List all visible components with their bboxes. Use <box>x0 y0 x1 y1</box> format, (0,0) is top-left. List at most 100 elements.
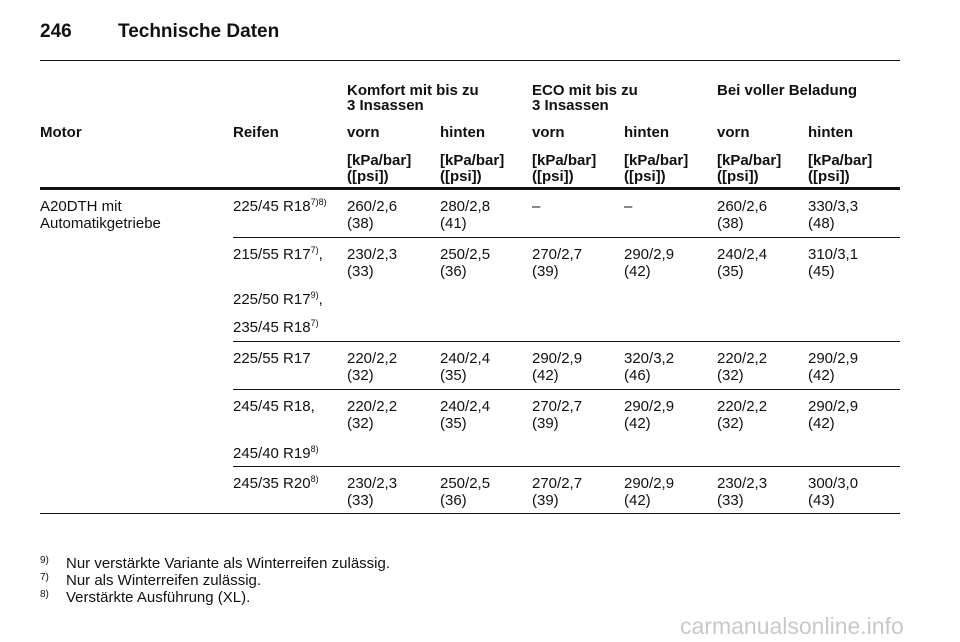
footnote-text: Nur verstärkte Variante als Winterreifen… <box>66 555 391 572</box>
pressure: (43) <box>808 492 835 509</box>
pressure: 290/2,9 <box>624 398 675 415</box>
pressure: 310/3,1 <box>808 246 859 263</box>
unit-header: ([psi]) <box>440 168 482 185</box>
pressure: (48) <box>808 215 835 232</box>
pressure: 220/2,2 <box>717 350 768 367</box>
rule <box>233 341 900 342</box>
tire-text: 225/50 R17 <box>233 291 311 308</box>
pressure: 220/2,2 <box>347 398 398 415</box>
tire-text: 245/35 R20 <box>233 475 311 492</box>
pressure: (42) <box>624 263 651 280</box>
pressure: 220/2,2 <box>347 350 398 367</box>
pressure: 230/2,3 <box>347 246 398 263</box>
pressure: (35) <box>440 367 467 384</box>
tire-suffix: , <box>318 246 323 263</box>
pressure: 270/2,7 <box>532 475 583 492</box>
tire-text: 215/55 R17 <box>233 246 311 263</box>
pressure: (41) <box>440 215 467 232</box>
footnote-text: Verstärkte Ausführung (XL). <box>66 589 251 606</box>
pressure: 260/2,6 <box>717 198 768 215</box>
pressure: 290/2,9 <box>624 475 675 492</box>
watermark: carmanualsonline.info <box>680 613 904 639</box>
rule <box>233 237 900 238</box>
pressure: (42) <box>624 415 651 432</box>
tire-suffix: , <box>318 291 323 308</box>
group-header: ECO mit bis zu <box>532 82 638 99</box>
pressure: (42) <box>532 367 559 384</box>
unit-header: [kPa/bar] <box>532 152 597 169</box>
pressure: (39) <box>532 492 559 509</box>
pressure: 290/2,9 <box>624 246 675 263</box>
unit-header: [kPa/bar] <box>808 152 873 169</box>
group-header: Bei voller Beladung <box>717 82 858 99</box>
footnote-ref: 9) <box>310 290 319 300</box>
tire-text: 235/45 R18 <box>233 319 311 336</box>
rule <box>40 187 900 190</box>
pressure: (39) <box>532 263 559 280</box>
pressure: (33) <box>717 492 744 509</box>
rule <box>40 513 900 514</box>
pressure: 320/3,2 <box>624 350 675 367</box>
group-header: 3 Insassen <box>532 97 609 114</box>
pressure: 250/2,5 <box>440 475 491 492</box>
engine: A20DTH mit <box>40 198 122 215</box>
footnote-ref: 7)8) <box>310 197 327 207</box>
footnote-ref: 7) <box>310 318 319 328</box>
pressure: 240/2,4 <box>440 350 491 367</box>
footnote-mark: 7) <box>40 572 49 583</box>
pressure: (32) <box>347 415 374 432</box>
pressure: 280/2,8 <box>440 198 491 215</box>
rule <box>233 466 900 467</box>
page-number: 246 <box>40 21 72 42</box>
footnote-ref: 8) <box>310 474 319 484</box>
pressure: (36) <box>440 263 467 280</box>
pressure: 270/2,7 <box>532 246 583 263</box>
pressure: 240/2,4 <box>440 398 491 415</box>
tire-size: 245/45 R18, <box>233 399 315 415</box>
column-header: vorn <box>532 124 565 141</box>
tire-text: 225/55 R17 <box>233 350 311 367</box>
column-header: Reifen <box>233 124 279 141</box>
footnote-text: Nur als Winterreifen zulässig. <box>66 572 262 589</box>
tire-size: 225/50 R179), <box>233 290 323 308</box>
footnote-ref: 8) <box>310 444 319 454</box>
pressure: (46) <box>624 367 651 384</box>
pressure: 270/2,7 <box>532 398 583 415</box>
footnote-mark: 9) <box>40 555 49 566</box>
pressure: 290/2,9 <box>808 350 859 367</box>
pressure: 250/2,5 <box>440 246 491 263</box>
column-header: hinten <box>440 124 485 141</box>
unit-header: [kPa/bar] <box>347 152 412 169</box>
pressure: (39) <box>532 415 559 432</box>
tire-size: 225/45 R187)8) <box>233 197 327 215</box>
pressure: (42) <box>808 415 835 432</box>
rule <box>233 389 900 390</box>
unit-header: [kPa/bar] <box>717 152 782 169</box>
pressure: 240/2,4 <box>717 246 768 263</box>
pressure: 260/2,6 <box>347 198 398 215</box>
pressure: (32) <box>347 367 374 384</box>
group-header: Komfort mit bis zu <box>347 82 479 99</box>
column-header: hinten <box>808 124 853 141</box>
unit-header: ([psi]) <box>347 168 389 185</box>
pressure: 290/2,9 <box>532 350 583 367</box>
pressure: – <box>532 198 541 215</box>
pressure: (32) <box>717 367 744 384</box>
footnote-ref: 7) <box>310 245 319 255</box>
column-header: Motor <box>40 124 82 141</box>
pressure: 230/2,3 <box>347 475 398 492</box>
engine: Automatikgetriebe <box>40 215 161 232</box>
footnote-mark: 8) <box>40 589 49 600</box>
pressure: 220/2,2 <box>717 398 768 415</box>
pressure: (38) <box>717 215 744 232</box>
pressure: 290/2,9 <box>808 398 859 415</box>
pressure: (38) <box>347 215 374 232</box>
pressure: (36) <box>440 492 467 509</box>
column-header: vorn <box>717 124 750 141</box>
unit-header: ([psi]) <box>624 168 666 185</box>
unit-header: ([psi]) <box>532 168 574 185</box>
pressure: 330/3,3 <box>808 198 859 215</box>
tire-size: 245/40 R198) <box>233 444 319 462</box>
tire-size: 225/55 R17 <box>233 351 311 367</box>
